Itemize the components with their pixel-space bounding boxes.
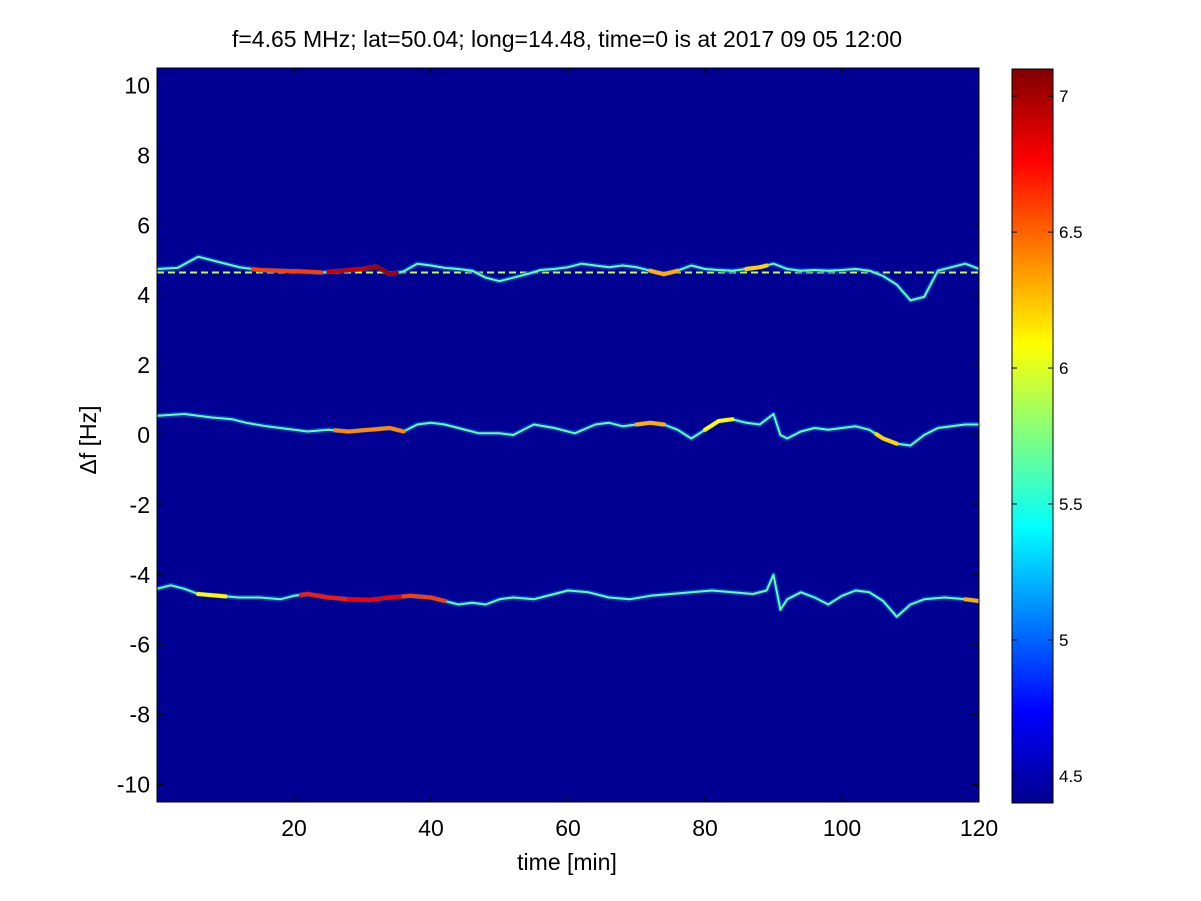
trace-1-hot-5 [744, 263, 769, 271]
colorbar-tick-label: 6 [1059, 359, 1068, 378]
trace-1-hot-4 [648, 268, 680, 277]
colorbar-tick-label: 7 [1059, 87, 1068, 106]
trace-3-hot-2 [298, 591, 351, 602]
y-tick-label: 8 [137, 142, 150, 168]
x-tick-label: 40 [418, 815, 444, 841]
colorbar-tick-label: 6.5 [1059, 223, 1083, 242]
y-tick-label: 10 [124, 72, 150, 98]
x-tick-label: 80 [692, 815, 718, 841]
trace-1-hot-1 [250, 267, 324, 275]
y-tick-label: 6 [137, 212, 150, 238]
trace-2-hot-1 [333, 425, 406, 434]
colorbar-tick-label: 4.5 [1059, 767, 1083, 786]
trace-2-hot-4 [874, 432, 899, 446]
y-tick-label: 0 [137, 422, 150, 448]
trace-1-hot-3 [367, 264, 399, 277]
trace-1-hot-2 [326, 265, 372, 274]
y-axis-ticks: 10 8 6 4 2 0 -2 -4 -6 -8 -10 [117, 72, 979, 798]
y-tick-label: -8 [130, 702, 150, 728]
colorbar-tick-label: 5.5 [1059, 495, 1083, 514]
x-tick-label: 100 [823, 815, 861, 841]
y-tick-label: 2 [137, 352, 150, 378]
trace-3-hot-4 [401, 593, 447, 603]
plot-area-background [157, 68, 979, 802]
chart-title: f=4.65 MHz; lat=50.04; long=14.48, time=… [232, 26, 902, 52]
colorbar [1011, 68, 1054, 804]
x-axis-label: time [min] [517, 849, 617, 875]
x-tick-label: 120 [960, 815, 998, 841]
trace-3-hot-5 [963, 597, 979, 603]
y-tick-label: -2 [130, 492, 150, 518]
trace-2-hot-2 [634, 420, 666, 427]
y-axis-label: Δf [Hz] [75, 405, 101, 474]
x-tick-label: 20 [281, 815, 307, 841]
x-axis-ticks: 20 40 60 80 100 120 [281, 68, 998, 841]
y-tick-label: -10 [117, 772, 150, 798]
trace-2-hot-3 [703, 417, 735, 432]
y-tick-label: -6 [130, 632, 150, 658]
trace-layer [157, 254, 979, 620]
trace-3-hot-3 [346, 594, 406, 603]
colorbar-tick-label: 5 [1059, 631, 1068, 650]
y-tick-label: -4 [130, 562, 151, 588]
colorbar-ticks: 7 6.5 6 5.5 5 4.5 [1012, 87, 1083, 786]
trace-3 [157, 573, 979, 618]
trace-3-hot-1 [196, 592, 228, 599]
x-tick-label: 60 [555, 815, 581, 841]
y-tick-label: 4 [137, 282, 150, 308]
